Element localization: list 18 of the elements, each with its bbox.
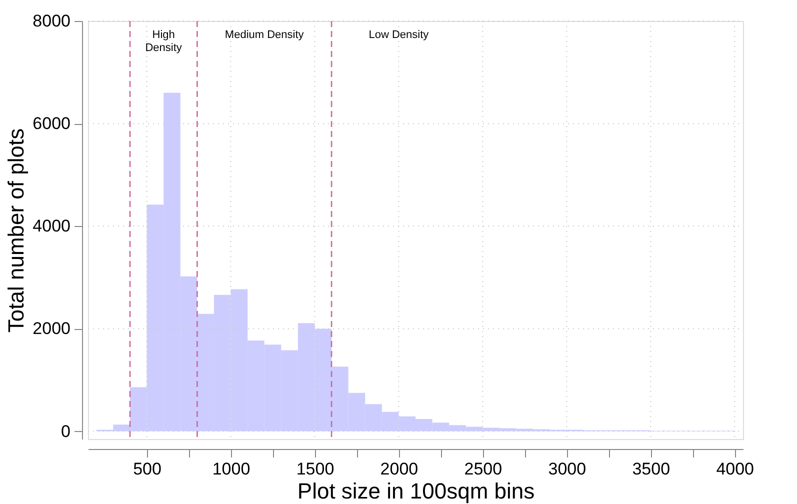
x-tick-label: 1500 xyxy=(296,460,334,478)
x-tick-label: 2000 xyxy=(380,460,418,478)
x-tick-label: 500 xyxy=(133,460,162,478)
x-tick-label: 1000 xyxy=(212,460,250,478)
y-tick-label: 8000 xyxy=(32,12,70,30)
y-tick-label: 6000 xyxy=(32,114,70,134)
y-axis-title: Total number of plots xyxy=(4,128,29,333)
annotation: Low Density xyxy=(368,29,430,41)
x-axis-title: Plot size in 100sqm bins xyxy=(297,478,535,504)
y-tick-label: 2000 xyxy=(32,319,70,338)
x-tick-label: 2500 xyxy=(464,460,502,478)
y-tick-label: 4000 xyxy=(32,216,70,236)
y-tick-label: 0 xyxy=(61,422,70,441)
annotation: High Density xyxy=(145,29,182,54)
annotation: Medium Density xyxy=(224,29,304,41)
x-tick-label: 3500 xyxy=(632,460,670,478)
x-tick-label: 3000 xyxy=(548,460,586,478)
x-tick-label: 4000 xyxy=(716,460,754,478)
